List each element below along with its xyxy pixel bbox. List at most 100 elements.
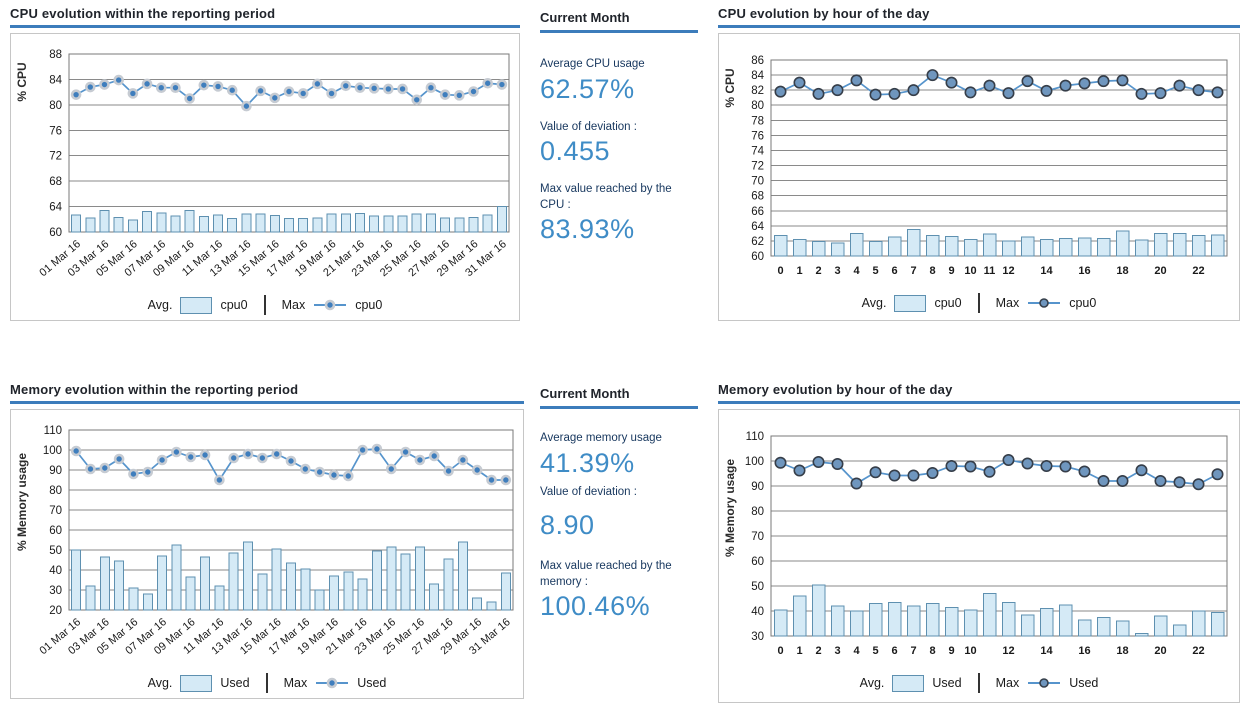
svg-text:3: 3 xyxy=(834,645,840,657)
avg-legend-label: Avg. xyxy=(861,296,887,310)
cpu-max-label: Max value reached by the CPU : xyxy=(540,183,672,211)
svg-text:6: 6 xyxy=(891,265,897,277)
memory-period-legend: Avg. Used Max Used xyxy=(11,668,523,698)
svg-text:78: 78 xyxy=(751,115,764,127)
svg-text:60: 60 xyxy=(751,251,764,263)
avg-series-name: cpu0 xyxy=(220,298,248,312)
svg-text:60: 60 xyxy=(49,525,62,537)
cpu-hour-panel: 60 62 64 66 68 70 72 74 76 78 80 82 84 86% CPU 0 1 2 3 4 5 6… xyxy=(718,33,1240,321)
cpu-stats-title: Current Month xyxy=(540,10,698,33)
svg-text:7: 7 xyxy=(910,265,916,277)
svg-text:5: 5 xyxy=(872,645,878,657)
svg-text:9: 9 xyxy=(948,265,954,277)
memory-hour-panel: 30 40 50 60 70 80 90 100 110% Memory usage 0 1 2 3 4 5… xyxy=(718,409,1240,703)
memory-hour-legend: Avg. Used Max Used xyxy=(719,668,1239,698)
avg-legend-label: Avg. xyxy=(859,676,885,690)
memory-max-label: Max value reached by the memory : xyxy=(540,560,672,588)
avg-legend-label: Avg. xyxy=(147,298,173,312)
cpu-max-value: 83.93% xyxy=(540,214,635,245)
svg-text:7: 7 xyxy=(910,645,916,657)
svg-text:0: 0 xyxy=(777,645,783,657)
svg-text:76: 76 xyxy=(49,125,62,137)
max-marker-icon xyxy=(1027,676,1061,690)
svg-text:14: 14 xyxy=(1040,265,1053,277)
max-marker-icon xyxy=(315,676,349,690)
svg-text:1: 1 xyxy=(796,265,802,277)
svg-text:50: 50 xyxy=(49,545,62,557)
cpu-hour-legend: Avg. cpu0 Max cpu0 xyxy=(719,288,1239,318)
memory-period-panel: 20 30 40 50 60 70 80 90 100 110% Memory usage 01 M… xyxy=(10,409,524,699)
svg-text:12: 12 xyxy=(1002,265,1014,277)
legend-separator xyxy=(977,673,980,693)
svg-text:68: 68 xyxy=(751,191,764,203)
svg-text:4: 4 xyxy=(853,645,860,657)
max-marker-icon xyxy=(313,298,347,312)
svg-text:20: 20 xyxy=(49,605,62,617)
svg-text:80: 80 xyxy=(49,100,62,112)
avg-swatch-icon xyxy=(180,296,213,314)
avg-cpu-usage-value: 62.57% xyxy=(540,73,635,104)
svg-text:22: 22 xyxy=(1192,645,1204,657)
svg-text:100: 100 xyxy=(745,456,764,468)
avg-cpu-usage-label: Average CPU usage xyxy=(540,58,645,70)
svg-text:40: 40 xyxy=(49,565,62,577)
svg-text:82: 82 xyxy=(751,85,764,97)
svg-text:5: 5 xyxy=(872,265,878,277)
max-legend-label: Max xyxy=(283,676,308,690)
max-marker-icon xyxy=(1027,296,1061,310)
svg-text:16: 16 xyxy=(1078,645,1090,657)
svg-text:66: 66 xyxy=(751,206,764,218)
legend-separator xyxy=(977,293,980,313)
memory-period-section: Memory evolution within the reporting pe… xyxy=(10,382,524,699)
cpu-deviation-value: 0.455 xyxy=(540,136,611,167)
svg-text:% Memory usage: % Memory usage xyxy=(15,453,29,551)
cpu-period-legend: Avg. cpu0 Max cpu0 xyxy=(11,290,519,320)
svg-text:4: 4 xyxy=(853,265,860,277)
svg-text:30: 30 xyxy=(751,631,764,643)
svg-text:2: 2 xyxy=(815,265,821,277)
svg-text:6: 6 xyxy=(891,645,897,657)
cpu-period-panel: 60 64 68 72 76 80 84 88% CPU 01 Mar 16 03 Mar 16 0… xyxy=(10,33,520,321)
svg-text:62: 62 xyxy=(751,236,764,248)
svg-text:70: 70 xyxy=(751,531,764,543)
svg-text:70: 70 xyxy=(49,505,62,517)
svg-text:70: 70 xyxy=(751,176,764,188)
avg-series-name: Used xyxy=(932,676,962,690)
legend-separator xyxy=(265,673,268,693)
svg-text:50: 50 xyxy=(751,581,764,593)
avg-memory-usage-value: 41.39% xyxy=(540,447,635,478)
memory-hour-section: Memory evolution by hour of the day 30 4 0… xyxy=(718,382,1240,703)
svg-text:22: 22 xyxy=(1192,265,1204,277)
svg-text:2: 2 xyxy=(815,645,821,657)
max-legend-label: Max xyxy=(995,676,1020,690)
avg-swatch-icon xyxy=(180,674,213,692)
max-series-name: Used xyxy=(357,676,387,690)
chart-title-memory-hour: Memory evolution by hour of the day xyxy=(718,382,1240,404)
svg-text:% CPU: % CPU xyxy=(723,68,737,107)
avg-memory-usage-label: Average memory usage xyxy=(540,432,662,444)
max-legend-label: Max xyxy=(995,296,1020,310)
svg-text:12: 12 xyxy=(1002,645,1014,657)
chart-title-memory-period: Memory evolution within the reporting pe… xyxy=(10,382,524,404)
svg-text:8: 8 xyxy=(929,645,935,657)
memory-deviation-value: 8.90 xyxy=(540,510,595,541)
svg-text:72: 72 xyxy=(751,161,764,173)
cpu-deviation-label: Value of deviation : xyxy=(540,120,637,133)
svg-text:60: 60 xyxy=(49,227,62,239)
svg-text:110: 110 xyxy=(44,425,62,437)
svg-text:84: 84 xyxy=(49,74,62,86)
avg-series-name: cpu0 xyxy=(934,296,962,310)
svg-text:64: 64 xyxy=(751,221,764,233)
svg-text:30: 30 xyxy=(49,585,62,597)
svg-text:90: 90 xyxy=(751,481,764,493)
svg-text:10: 10 xyxy=(964,265,976,277)
avg-series-name: Used xyxy=(220,676,250,690)
svg-text:88: 88 xyxy=(49,49,62,61)
svg-text:0: 0 xyxy=(777,265,783,277)
cpu-stats-section: Current Month Average CPU usage 62.57% V… xyxy=(540,10,698,245)
svg-text:3: 3 xyxy=(834,265,840,277)
svg-text:76: 76 xyxy=(751,130,764,142)
